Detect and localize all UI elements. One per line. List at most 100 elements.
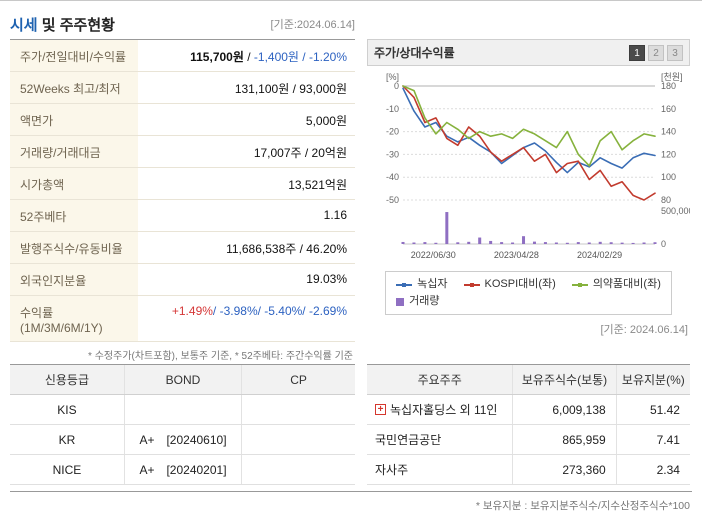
chart-area: 0 -10 -20 -30 -40 -50 180 160 140 120 100 80 [%] [천원]… — [367, 66, 694, 269]
svg-text:-20: -20 — [386, 127, 399, 137]
major-shareholders-table: 주요주주 보유주식수(보통) 보유지분(%) + 녹십자홀딩스 외 11인 6,0… — [367, 364, 690, 485]
row-value: +1.49%/ -3.98%/ -5.40%/ -2.69% — [138, 296, 355, 341]
table-row-price: 주가/전일대비/수익률 115,700원 / -1,400원 / -1.20% — [10, 40, 355, 72]
legend-item-stock: 녹십자 — [396, 276, 448, 293]
col-header: 주요주주 — [417, 373, 462, 387]
holder-shares: 273,360 — [512, 455, 615, 484]
row-label: 수익률 (1M/3M/6M/1Y) — [10, 296, 138, 341]
table-row-holder-2: 국민연금공단 865,959 7.41 — [367, 425, 690, 455]
legend-item-volume: 거래량 — [396, 293, 440, 310]
chart-page-button-3[interactable]: 3 — [667, 44, 683, 61]
row-label: 시가총액 — [10, 168, 138, 199]
table-row-shares: 발행주식수/유동비율 11,686,538주 / 46.20% — [10, 232, 355, 264]
holder-name-cell: 국민연금공단 — [367, 425, 512, 454]
row-label: 발행주식수/유동비율 — [10, 232, 138, 263]
row-value: 115,700원 / -1,400원 / -1.20% — [138, 40, 355, 71]
svg-text:0: 0 — [661, 239, 666, 249]
svg-text:-30: -30 — [386, 149, 399, 159]
agency-name: KIS — [57, 402, 77, 417]
table-row-kr: KR A+ [20240610] — [10, 425, 355, 455]
row-label: 거래량/거래대금 — [10, 136, 138, 167]
table-row-returns: 수익률 (1M/3M/6M/1Y) +1.49%/ -3.98%/ -5.40%… — [10, 296, 355, 342]
bond-rating — [123, 395, 241, 424]
agency-name: KR — [58, 432, 76, 447]
line-marker-green — [571, 282, 588, 287]
page-title: 시세 및 주주현황 — [10, 14, 115, 35]
chart-page-button-2[interactable]: 2 — [648, 44, 664, 61]
price-change: -1,400원 / -1.20% — [253, 50, 347, 64]
svg-text:160: 160 — [661, 104, 676, 114]
credit-rating-table: 신용등급 BOND CP KIS KR A+ [20240610] NICE A+… — [10, 364, 355, 485]
chart-page-button-1[interactable]: 1 — [629, 44, 645, 61]
holder-shares: 865,959 — [512, 425, 615, 454]
return-positive: +1.49% — [171, 304, 213, 318]
separator: / — [243, 50, 254, 64]
svg-text:2024/02/29: 2024/02/29 — [577, 250, 622, 260]
svg-text:-50: -50 — [386, 195, 399, 205]
svg-text:0: 0 — [394, 81, 399, 91]
page-title-accent: 시세 — [10, 16, 38, 34]
credit-table-header: 신용등급 BOND CP — [10, 365, 355, 395]
holder-name-cell: + 녹십자홀딩스 외 11인 — [367, 395, 512, 424]
chart-legend: 녹십자 KOSPI대비(좌) 의약품대비(좌) 거래량 — [385, 271, 672, 315]
row-label: 외국인지분율 — [10, 264, 138, 295]
svg-text:140: 140 — [661, 127, 676, 137]
basis-date-top: [기준:2024.06.14] — [270, 19, 355, 31]
legend-label: KOSPI대비(좌) — [484, 278, 556, 290]
col-header: CP — [241, 365, 355, 394]
basis-date-mid: [기준: 2024.06.14] — [600, 324, 688, 336]
legend-item-kospi: KOSPI대비(좌) — [463, 276, 556, 293]
row-value: 1.16 — [323, 208, 347, 222]
row-label: 52주베타 — [10, 200, 138, 231]
col-header: 보유주식수(보통) — [512, 365, 615, 394]
return-negative: / -3.98%/ -5.40%/ -2.69% — [212, 304, 347, 318]
svg-text:80: 80 — [661, 195, 671, 205]
table-row-holder-1: + 녹십자홀딩스 외 11인 6,009,138 51.42 — [367, 395, 690, 425]
table-row-foreign: 외국인지분율 19.03% — [10, 264, 355, 296]
holder-ratio: 2.34 — [615, 455, 690, 484]
row-value: 13,521억원 — [288, 178, 347, 192]
current-price: 115,700원 — [190, 50, 244, 64]
price-chart: 0 -10 -20 -30 -40 -50 180 160 140 120 100 80 [%] [천원]… — [386, 72, 694, 260]
holder-name: 자사주 — [375, 463, 409, 477]
svg-text:-10: -10 — [386, 104, 399, 114]
affiliate-icon: + — [375, 404, 386, 415]
row-value: 5,000원 — [305, 114, 347, 128]
cp-rating — [241, 395, 355, 424]
svg-text:120: 120 — [661, 149, 676, 159]
holder-shares: 6,009,138 — [512, 395, 615, 424]
holder-ratio: 7.41 — [615, 425, 690, 454]
svg-text:500,000: 500,000 — [661, 206, 690, 216]
row-value: 17,007주 / 20억원 — [253, 146, 347, 160]
page-header: 시세 및 주주현황 [기준:2024.06.14] — [10, 9, 355, 39]
chart-title: 주가/상대수익률 — [374, 46, 455, 60]
row-value: 19.03% — [306, 272, 347, 286]
page-title-rest: 및 주주현황 — [37, 16, 115, 34]
svg-text:2022/06/30: 2022/06/30 — [411, 250, 456, 260]
table-row-holder-3: 자사주 273,360 2.34 — [367, 455, 690, 485]
table-row-kis: KIS — [10, 395, 355, 425]
holder-name: 국민연금공단 — [375, 433, 442, 447]
svg-text:2023/04/28: 2023/04/28 — [494, 250, 539, 260]
svg-text:100: 100 — [661, 172, 676, 182]
holder-name: 녹십자홀딩스 외 11인 — [390, 403, 498, 417]
cp-rating — [241, 455, 355, 484]
square-marker-purple — [396, 297, 405, 306]
row-label: 주가/전일대비/수익률 — [10, 40, 138, 71]
bond-grade: A+ — [139, 462, 155, 477]
bond-rating: A+ [20240201] — [123, 455, 241, 484]
chart-header: 주가/상대수익률 1 2 3 — [367, 39, 690, 66]
row-label: 액면가 — [10, 104, 138, 135]
cp-rating — [241, 425, 355, 454]
price-info-table: 주가/전일대비/수익률 115,700원 / -1,400원 / -1.20% … — [10, 39, 355, 342]
svg-text:[천원]: [천원] — [661, 72, 683, 82]
col-header: 신용등급 — [44, 373, 89, 387]
table-row-beta: 52주베타 1.16 — [10, 200, 355, 232]
bond-grade: A+ — [139, 432, 155, 447]
row-label: 52Weeks 최고/최저 — [10, 72, 138, 103]
bond-date: [20240610] — [166, 432, 227, 447]
agency-name: NICE — [52, 462, 82, 477]
table-row-volume: 거래량/거래대금 17,007주 / 20억원 — [10, 136, 355, 168]
line-marker-blue — [396, 282, 413, 287]
